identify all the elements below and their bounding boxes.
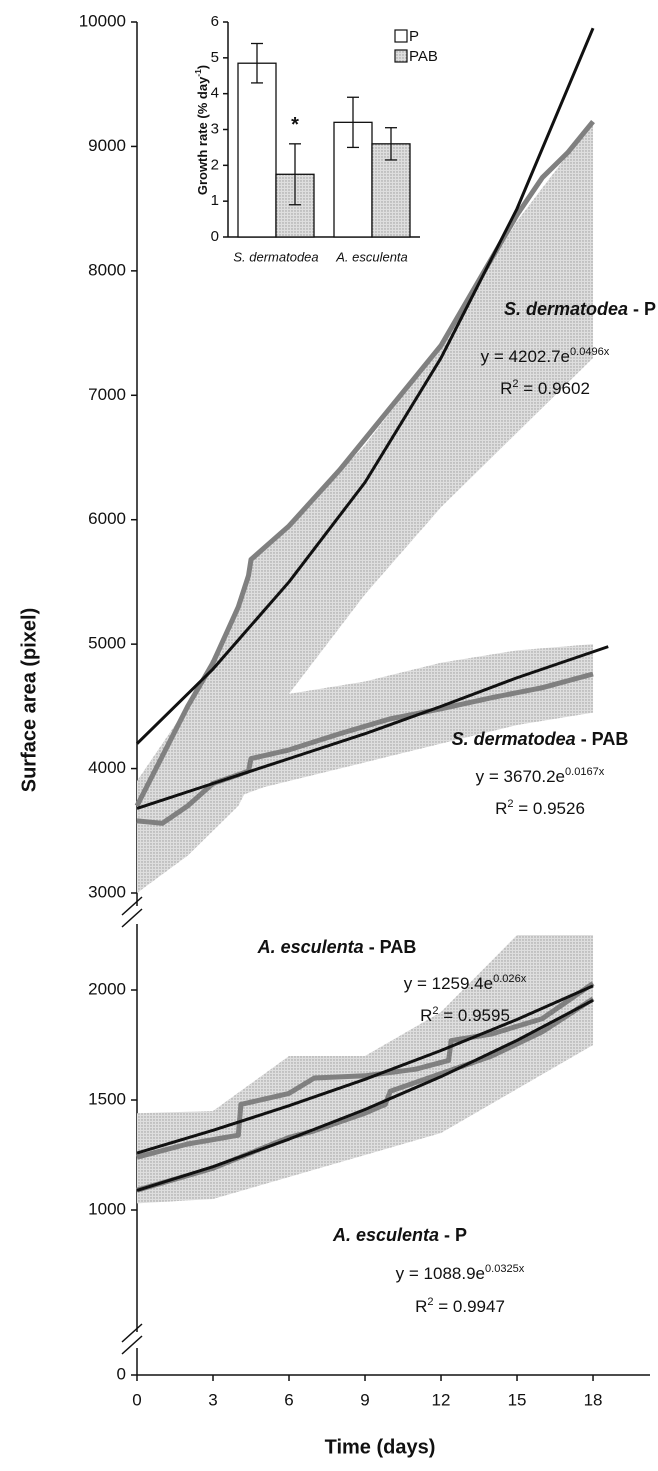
fit-line (136, 984, 594, 1155)
y-tick-label: 8000 (88, 260, 126, 279)
fit-equation-part: y = 1259.4e (404, 974, 493, 993)
fit-title: S. dermatodea - P (504, 299, 656, 319)
fit-title-part: - PAB (576, 729, 629, 749)
inset-y-tick-label: 0 (211, 228, 219, 245)
inset-category-label: S. dermatodea (233, 249, 318, 264)
fit-equation-part: 0.026x (493, 973, 527, 985)
inset-y-axis-label-part: Growth rate (% day (195, 76, 210, 195)
inset-y-tick-label: 5 (211, 49, 219, 66)
fit-r-squared: R2 = 0.9595 (420, 1005, 510, 1026)
x-tick-label: 15 (508, 1390, 527, 1409)
range-band (137, 935, 594, 1204)
fit-title: A. esculenta - P (332, 1225, 467, 1245)
x-tick-label: 18 (584, 1390, 603, 1409)
fit-equation-part: 0.0167x (565, 766, 605, 778)
inset-y-tick-label: 1 (211, 192, 219, 209)
axis-break (121, 908, 143, 928)
inset-y-tick-label: 2 (211, 156, 219, 173)
fit-r-squared-part: 2 (507, 798, 513, 810)
range-band (137, 644, 594, 844)
inset-y-tick-label: 4 (211, 85, 219, 102)
fit-r-squared-part: R (420, 1006, 432, 1025)
inset-y-tick-label: 3 (211, 120, 219, 137)
fit-title-part: - P (439, 1225, 467, 1245)
fit-r-squared-part: R (495, 799, 507, 818)
fit-title: A. esculenta - PAB (257, 937, 417, 957)
inset-category-label: A. esculenta (335, 249, 408, 264)
fit-equation-part: 0.0496x (570, 346, 610, 358)
data-line (136, 981, 595, 1160)
fit-r-squared-part: R (500, 379, 512, 398)
fit-title: S. dermatodea - PAB (452, 729, 629, 749)
fit-r-squared: R2 = 0.9947 (415, 1296, 505, 1317)
x-tick-label: 0 (132, 1390, 141, 1409)
fit-title-part: - P (628, 299, 656, 319)
fit-r-squared: R2 = 0.9526 (495, 798, 585, 819)
y-tick-label: 1500 (88, 1089, 126, 1108)
y-tick-label: 2000 (88, 979, 126, 998)
fit-r-squared-part: R (415, 1297, 427, 1316)
inset-y-axis-label: Growth rate (% day-1) (193, 65, 210, 195)
fit-r-squared-part: 2 (432, 1005, 438, 1017)
fit-line (135, 27, 595, 745)
fit-equation-part: 0.0325x (485, 1263, 525, 1275)
fit-line (136, 999, 594, 1192)
y-tick-label: 0 (117, 1364, 126, 1383)
y-tick-label: 1000 (88, 1199, 126, 1218)
fit-equation-part: y = 1088.9e (396, 1264, 485, 1283)
axis-break (121, 1323, 143, 1343)
legend-swatch (394, 49, 408, 63)
inset-y-axis-label-part: ) (195, 65, 210, 69)
x-axis-label: Time (days) (325, 1436, 436, 1458)
fit-r-squared-part: = 0.9595 (439, 1006, 510, 1025)
fit-equation-part: y = 4202.7e (481, 347, 570, 366)
y-tick-label: 10000 (79, 11, 126, 30)
fit-title-part: A. esculenta (257, 937, 364, 957)
fit-r-squared-part: 2 (427, 1296, 433, 1308)
data-line (134, 119, 595, 808)
fit-title-part: A. esculenta (332, 1225, 439, 1245)
significance-mark: * (291, 114, 299, 136)
axis-break (121, 896, 143, 916)
fit-title-part: S. dermatodea (452, 729, 576, 749)
y-tick-label: 3000 (88, 882, 126, 901)
x-tick-label: 9 (360, 1390, 369, 1409)
legend-label: PAB (409, 48, 438, 65)
legend-swatch (394, 29, 408, 43)
fit-line (136, 645, 609, 810)
fit-r-squared-part: = 0.9602 (519, 379, 590, 398)
legend-label: P (409, 28, 419, 45)
y-tick-label: 5000 (88, 634, 126, 653)
fit-equation: y = 3670.2e0.0167x (476, 766, 605, 787)
bar (237, 62, 277, 238)
fit-equation: y = 1088.9e0.0325x (396, 1263, 525, 1284)
y-tick-label: 9000 (88, 136, 126, 155)
axis-break (121, 1335, 143, 1355)
fit-equation: y = 1259.4e0.026x (404, 973, 527, 994)
y-tick-label: 6000 (88, 509, 126, 528)
x-tick-label: 12 (432, 1390, 451, 1409)
inset-y-tick-label: 6 (211, 13, 219, 30)
fit-equation-part: y = 3670.2e (476, 767, 565, 786)
fit-r-squared-part: 2 (512, 378, 518, 390)
fit-r-squared: R2 = 0.9602 (500, 378, 590, 399)
fit-title-part: - PAB (364, 937, 417, 957)
fit-r-squared-part: = 0.9526 (514, 799, 585, 818)
inset-y-axis-label-part: -1 (193, 69, 203, 77)
range-band (137, 121, 594, 894)
x-tick-label: 6 (284, 1390, 293, 1409)
y-tick-label: 4000 (88, 758, 126, 777)
y-axis-label: Surface area (pixel) (18, 608, 40, 793)
fit-equation: y = 4202.7e0.0496x (481, 346, 610, 367)
x-tick-label: 3 (208, 1390, 217, 1409)
y-tick-label: 7000 (88, 385, 126, 404)
fit-title-part: S. dermatodea (504, 299, 628, 319)
data-line (136, 671, 594, 826)
fit-r-squared-part: = 0.9947 (434, 1297, 505, 1316)
